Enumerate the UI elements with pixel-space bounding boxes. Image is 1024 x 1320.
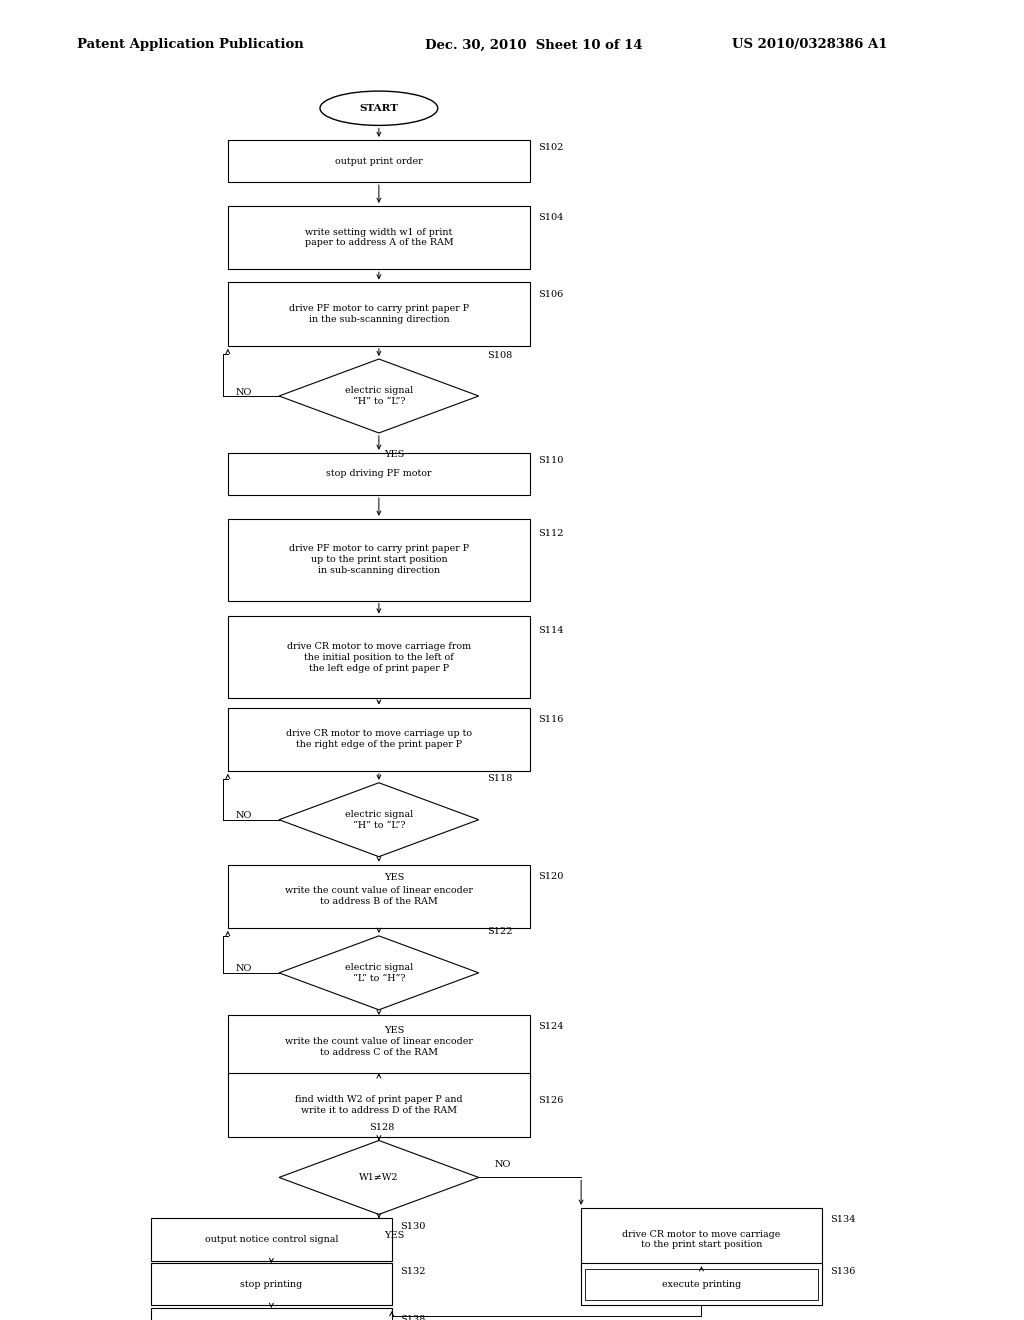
Polygon shape — [279, 783, 479, 857]
Text: YES: YES — [384, 1232, 404, 1239]
Text: find width W2 of print paper P and
write it to address D of the RAM: find width W2 of print paper P and write… — [295, 1096, 463, 1114]
Text: Dec. 30, 2010  Sheet 10 of 14: Dec. 30, 2010 Sheet 10 of 14 — [425, 38, 643, 51]
Text: output print order: output print order — [335, 157, 423, 165]
Text: YES: YES — [384, 450, 404, 458]
Text: S136: S136 — [829, 1267, 855, 1275]
Text: S130: S130 — [399, 1222, 425, 1230]
Text: S102: S102 — [539, 144, 563, 152]
Text: S112: S112 — [539, 529, 563, 537]
FancyBboxPatch shape — [227, 1073, 530, 1137]
Text: S110: S110 — [539, 457, 563, 465]
Text: NO: NO — [236, 965, 252, 973]
Polygon shape — [279, 936, 479, 1010]
Text: S126: S126 — [539, 1097, 563, 1105]
Text: stop printing: stop printing — [241, 1280, 302, 1288]
Text: electric signal
“H” to “L”?: electric signal “H” to “L”? — [345, 387, 413, 405]
Polygon shape — [279, 359, 479, 433]
FancyBboxPatch shape — [582, 1263, 822, 1305]
Text: electric signal
“H” to “L”?: electric signal “H” to “L”? — [345, 810, 413, 829]
Text: US 2010/0328386 A1: US 2010/0328386 A1 — [732, 38, 888, 51]
Text: YES: YES — [384, 1027, 404, 1035]
Text: drive CR motor to move carriage
to the print start position: drive CR motor to move carriage to the p… — [623, 1230, 780, 1249]
FancyBboxPatch shape — [227, 206, 530, 269]
Text: W1≠W2: W1≠W2 — [359, 1173, 398, 1181]
Text: S120: S120 — [539, 873, 563, 880]
Text: S122: S122 — [487, 928, 512, 936]
Text: S106: S106 — [539, 290, 563, 298]
Text: NO: NO — [236, 812, 252, 820]
Text: drive CR motor to move carriage from
the initial position to the left of
the lef: drive CR motor to move carriage from the… — [287, 642, 471, 673]
Text: drive PF motor to carry print paper P
in the sub-scanning direction: drive PF motor to carry print paper P in… — [289, 305, 469, 323]
FancyBboxPatch shape — [586, 1269, 818, 1300]
Text: S116: S116 — [539, 715, 563, 723]
Text: stop driving PF motor: stop driving PF motor — [326, 470, 432, 478]
FancyBboxPatch shape — [152, 1218, 391, 1261]
FancyBboxPatch shape — [227, 616, 530, 698]
Text: electric signal
“L” to “H”?: electric signal “L” to “H”? — [345, 964, 413, 982]
Text: START: START — [359, 104, 398, 112]
Text: S114: S114 — [539, 627, 563, 635]
Text: drive PF motor to carry print paper P
up to the print start position
in sub-scan: drive PF motor to carry print paper P up… — [289, 544, 469, 576]
Text: S128: S128 — [369, 1123, 394, 1131]
Text: write the count value of linear encoder
to address C of the RAM: write the count value of linear encoder … — [285, 1038, 473, 1056]
Text: S138: S138 — [399, 1316, 425, 1320]
Text: output notice control signal: output notice control signal — [205, 1236, 338, 1243]
FancyBboxPatch shape — [227, 140, 530, 182]
FancyBboxPatch shape — [152, 1308, 391, 1320]
Ellipse shape — [319, 91, 438, 125]
Text: NO: NO — [495, 1160, 510, 1168]
Text: execute printing: execute printing — [662, 1280, 741, 1288]
Text: S134: S134 — [829, 1216, 855, 1224]
FancyBboxPatch shape — [152, 1263, 391, 1305]
Text: S108: S108 — [487, 351, 512, 359]
Text: write setting width w1 of print
paper to address A of the RAM: write setting width w1 of print paper to… — [304, 228, 454, 247]
Text: YES: YES — [384, 874, 404, 882]
FancyBboxPatch shape — [227, 708, 530, 771]
Text: NO: NO — [236, 388, 252, 396]
Polygon shape — [279, 1140, 479, 1214]
Text: Patent Application Publication: Patent Application Publication — [77, 38, 303, 51]
Text: write the count value of linear encoder
to address B of the RAM: write the count value of linear encoder … — [285, 887, 473, 906]
FancyBboxPatch shape — [227, 1015, 530, 1078]
Text: S132: S132 — [399, 1267, 425, 1275]
Text: drive CR motor to move carriage up to
the right edge of the print paper P: drive CR motor to move carriage up to th… — [286, 730, 472, 748]
Text: S124: S124 — [539, 1023, 563, 1031]
FancyBboxPatch shape — [582, 1208, 822, 1271]
Text: S118: S118 — [487, 775, 512, 783]
FancyBboxPatch shape — [227, 453, 530, 495]
FancyBboxPatch shape — [227, 282, 530, 346]
Text: S104: S104 — [539, 214, 563, 222]
FancyBboxPatch shape — [227, 865, 530, 928]
FancyBboxPatch shape — [227, 519, 530, 601]
